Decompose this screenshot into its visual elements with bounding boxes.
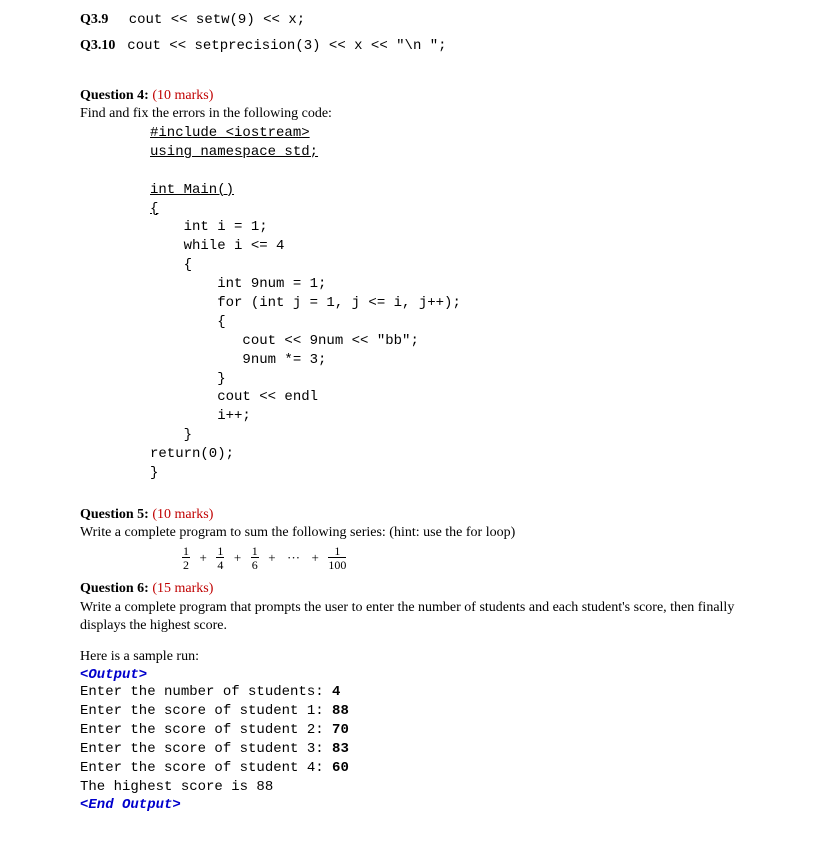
q5-title: Question 5:: [80, 507, 149, 522]
out-line-4v: 60: [332, 760, 349, 776]
q4-prompt: Find and fix the errors in the following…: [80, 106, 736, 122]
out-line-1p: Enter the score of student 1:: [80, 703, 332, 719]
q4-marks: (10 marks): [149, 88, 214, 103]
q4-u2: using namespace std;: [150, 144, 318, 160]
out-line-0v: 4: [332, 684, 340, 700]
dots: ···: [287, 550, 300, 566]
frac-last: 1100: [328, 545, 346, 571]
q5-heading: Question 5: (10 marks): [80, 507, 736, 523]
q310-line: Q3.10 cout << setprecision(3) << x << "\…: [80, 38, 736, 54]
q6-marks: (15 marks): [149, 581, 214, 596]
out-line-0p: Enter the number of students:: [80, 684, 332, 700]
q5-prompt: Write a complete program to sum the foll…: [80, 525, 736, 541]
out-line-1v: 88: [332, 703, 349, 719]
out-line-2v: 70: [332, 722, 349, 738]
q310-code: cout << setprecision(3) << x << "\n ";: [119, 38, 447, 54]
q4-title: Question 4:: [80, 88, 149, 103]
output-close-tag: <End Output>: [80, 797, 736, 813]
q6-heading: Question 6: (15 marks): [80, 581, 736, 597]
q39-label: Q3.9: [80, 12, 108, 27]
out-line-4p: Enter the score of student 4:: [80, 760, 332, 776]
out-line-3p: Enter the score of student 3:: [80, 741, 332, 757]
q4-u4: {: [150, 201, 158, 217]
q4-body: int i = 1; while i <= 4 { int 9num = 1; …: [150, 219, 461, 481]
q6-sample-label: Here is a sample run:: [80, 649, 736, 665]
q5-marks: (10 marks): [149, 507, 214, 522]
frac-3: 16: [251, 545, 259, 571]
out-line-2p: Enter the score of student 2:: [80, 722, 332, 738]
q6-title: Question 6:: [80, 581, 149, 596]
q5-series: 12 + 14 + 16 + ··· + 1100: [80, 545, 736, 571]
output-open-tag: <Output>: [80, 667, 736, 683]
q310-label: Q3.10: [80, 38, 115, 53]
q6-prompt: Write a complete program that prompts th…: [80, 599, 736, 635]
plus-1: +: [200, 550, 207, 566]
document-page: Q3.9 cout << setw(9) << x; Q3.10 cout <<…: [0, 0, 816, 833]
q4-heading: Question 4: (10 marks): [80, 88, 736, 104]
q39-code: cout << setw(9) << x;: [112, 12, 305, 28]
frac-1: 12: [182, 545, 190, 571]
plus-2: +: [234, 550, 241, 566]
q4-u1: #include <iostream>: [150, 125, 310, 141]
plus-3: +: [268, 550, 275, 566]
q39-line: Q3.9 cout << setw(9) << x;: [80, 12, 736, 28]
q4-u3: int Main(): [150, 182, 234, 198]
out-result: The highest score is 88: [80, 778, 736, 797]
out-line-3v: 83: [332, 741, 349, 757]
q4-code-block: #include <iostream> using namespace std;…: [80, 124, 736, 483]
plus-4: +: [312, 550, 319, 566]
q6-output: Enter the number of students: 4 Enter th…: [80, 683, 736, 796]
frac-2: 14: [216, 545, 224, 571]
